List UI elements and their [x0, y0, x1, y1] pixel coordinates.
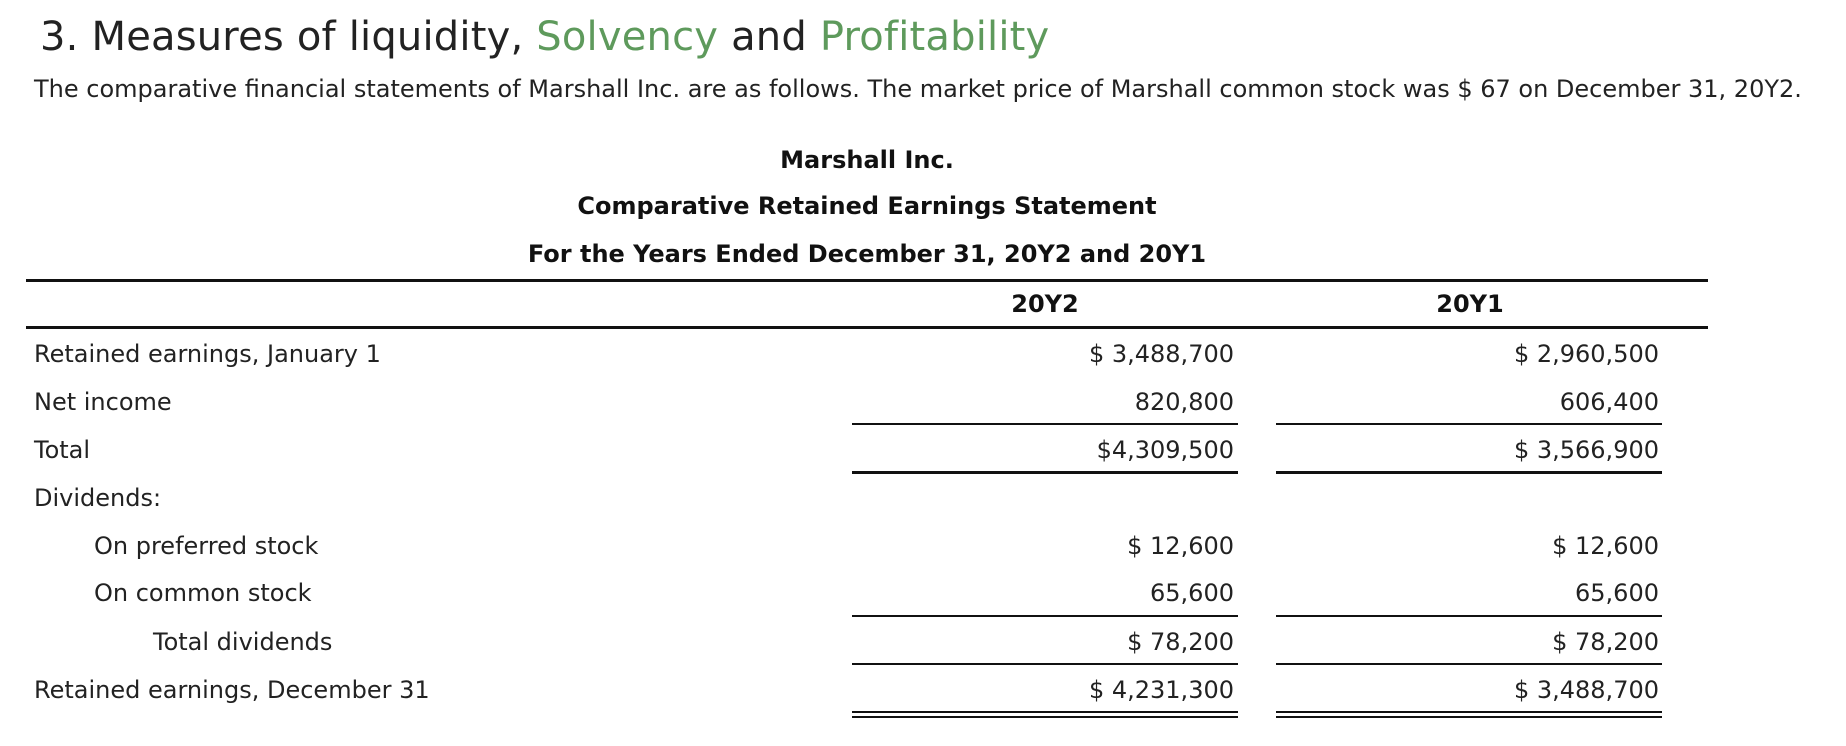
row-value-20y2: $ 3,488,700	[1088, 340, 1234, 368]
company-name: Marshall Inc.	[780, 146, 954, 174]
row-value-20y2: 65,600	[1150, 579, 1234, 607]
row-label-retained-jan1: Retained earnings, January 1	[34, 340, 381, 368]
title-part-liquidity: 3. Measures of liquidity,	[40, 14, 524, 60]
double-rule-bottom	[852, 716, 1238, 718]
row-label-total: Total	[34, 436, 91, 464]
row-value-20y1: 606,400	[1559, 388, 1659, 416]
header-bottom-rule	[26, 326, 1708, 329]
title-part-solvency: Solvency	[536, 14, 719, 60]
row-value-20y1: $ 3,566,900	[1513, 436, 1659, 464]
row-label-net-income: Net income	[34, 388, 172, 416]
row-value-20y2: $ 12,600	[1127, 532, 1234, 560]
subtotal-rule	[852, 663, 1238, 665]
subtotal-rule	[1276, 423, 1662, 425]
row-label-dividends: Dividends:	[34, 484, 162, 512]
row-label-common: On common stock	[94, 579, 312, 607]
row-label-retained-dec31: Retained earnings, December 31	[34, 676, 430, 704]
statement-period: For the Years Ended December 31, 20Y2 an…	[527, 240, 1207, 268]
column-header-20y1: 20Y1	[1436, 290, 1504, 318]
intro-paragraph: The comparative financial statements of …	[34, 75, 1802, 103]
double-rule-top	[852, 711, 1238, 713]
double-rule-bottom	[1276, 716, 1662, 718]
subtotal-rule	[852, 615, 1238, 617]
row-value-20y2: 820,800	[1134, 388, 1234, 416]
double-rule-top	[1276, 711, 1662, 713]
total-rule	[1276, 471, 1662, 474]
row-value-20y2: $ 78,200	[1127, 628, 1234, 656]
header-top-rule	[26, 279, 1708, 282]
column-header-20y2: 20Y2	[1011, 290, 1079, 318]
title-part-profitability: Profitability	[819, 14, 1050, 60]
subtotal-rule	[1276, 615, 1662, 617]
row-value-20y1: $ 78,200	[1552, 628, 1659, 656]
statement-name: Comparative Retained Earnings Statement	[577, 192, 1157, 220]
total-rule	[852, 471, 1238, 474]
row-value-20y1: $ 3,488,700	[1513, 676, 1659, 704]
page-title: 3. Measures of liquidity, Solvency and P…	[40, 14, 1049, 60]
row-value-20y1: 65,600	[1575, 579, 1659, 607]
row-value-20y2: $4,309,500	[1096, 436, 1234, 464]
row-value-20y1: $ 12,600	[1552, 532, 1659, 560]
row-value-20y1: $ 2,960,500	[1513, 340, 1659, 368]
row-label-total-dividends: Total dividends	[153, 628, 333, 656]
subtotal-rule	[1276, 663, 1662, 665]
subtotal-rule	[852, 423, 1238, 425]
row-value-20y2: $ 4,231,300	[1088, 676, 1234, 704]
title-part-and: and	[731, 14, 807, 60]
row-label-preferred: On preferred stock	[94, 532, 319, 560]
